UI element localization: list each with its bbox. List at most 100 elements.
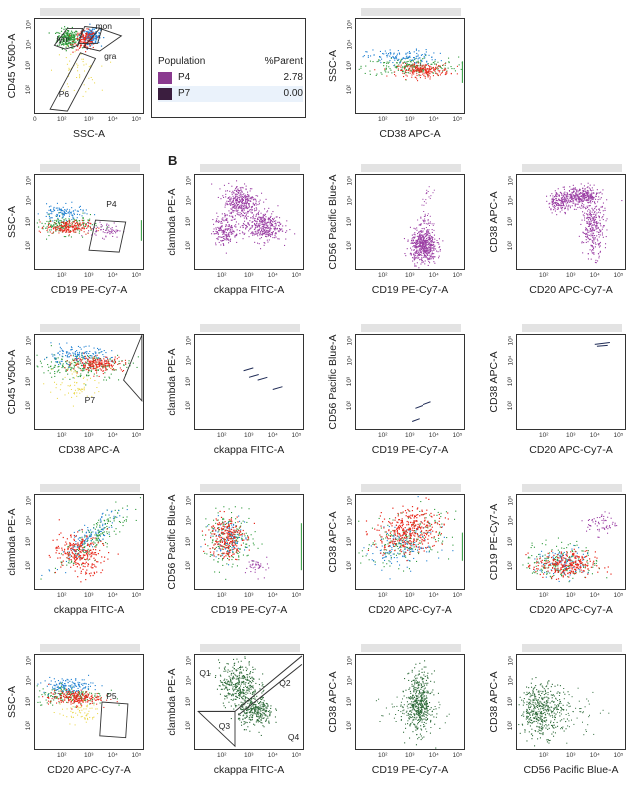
plot-area[interactable] (194, 174, 304, 270)
event-dot (579, 198, 581, 200)
event-dot (555, 201, 557, 203)
event-dot (77, 546, 79, 548)
event-dot (583, 185, 585, 187)
gate-p4[interactable] (88, 219, 127, 253)
event-dot (423, 249, 425, 251)
event-dot (414, 252, 416, 254)
event-dot (418, 75, 420, 77)
event-dot (108, 376, 110, 378)
gate-gra[interactable] (82, 27, 123, 52)
event-dot (377, 60, 379, 62)
event-dot (373, 54, 375, 56)
event-dot (55, 207, 57, 209)
event-dot (239, 226, 241, 228)
event-dot (425, 202, 427, 204)
event-dot (218, 229, 220, 231)
event-dot (225, 252, 227, 254)
event-dot (103, 531, 105, 533)
plot-area[interactable] (516, 334, 626, 430)
event-dot (435, 63, 437, 65)
event-dot (97, 364, 99, 366)
event-dot (413, 236, 415, 238)
event-dot (258, 230, 260, 232)
event-dot (96, 35, 98, 37)
event-dot (573, 208, 575, 210)
event-dot (431, 239, 433, 241)
y-tick-label: 10⁵ (185, 175, 193, 186)
plot-area[interactable] (355, 18, 465, 114)
event-dot (94, 546, 96, 548)
event-dot (91, 35, 93, 37)
event-dot (98, 534, 100, 536)
event-dot (68, 551, 70, 553)
event-dot (50, 365, 52, 367)
event-dot (100, 29, 102, 31)
event-dot (226, 234, 228, 236)
event-dot (61, 41, 64, 43)
event-dot (436, 250, 438, 252)
y-tick-label: 10⁵ (25, 335, 33, 346)
gate-p6[interactable] (49, 52, 97, 112)
event-dot (261, 230, 263, 232)
event-dot (589, 194, 591, 196)
event-dot (438, 257, 440, 259)
event-dot (82, 549, 84, 551)
event-dot (50, 224, 52, 226)
plot-area[interactable] (355, 334, 465, 430)
plot-title-bar (361, 324, 461, 332)
event-dot (58, 212, 60, 214)
event-dot (51, 353, 53, 355)
event-dot (591, 252, 593, 254)
event-dot (589, 196, 591, 198)
event-dot (574, 188, 576, 190)
event-dot (580, 223, 582, 225)
event-dot (593, 217, 595, 219)
event-dot (68, 352, 70, 354)
event-dot (428, 70, 430, 72)
event-dot (596, 209, 598, 211)
event-dot (231, 192, 233, 194)
event-dot (249, 206, 251, 208)
event-dot (70, 43, 72, 46)
facs-plot-r3c1: 10² 10² 10³ 10³ 10⁴ 10⁴ 10⁵ 10⁵ CD45 V500-A CD38 … (0, 320, 148, 468)
event-dot (434, 262, 436, 264)
event-dot (65, 229, 67, 231)
event-dot (429, 66, 431, 68)
event-dot (119, 230, 121, 232)
event-dot (39, 360, 41, 362)
event-dot (79, 558, 81, 560)
event-dot (398, 65, 400, 67)
event-dot (54, 572, 56, 574)
event-dot (594, 222, 596, 224)
event-dot (413, 73, 415, 75)
event-dot (264, 242, 266, 244)
event-dot (573, 191, 575, 193)
event-dot (79, 356, 81, 358)
gate-p7[interactable] (123, 334, 143, 402)
event-dot (61, 355, 63, 357)
plot-area[interactable] (194, 334, 304, 430)
event-dot (73, 212, 75, 214)
event-dot (220, 236, 222, 238)
event-dot (568, 199, 570, 201)
event-dot (421, 235, 423, 237)
event-dot (51, 369, 53, 371)
event-dot (101, 65, 103, 67)
event-dot (105, 368, 107, 370)
event-dot (221, 213, 223, 215)
plot-area[interactable] (516, 174, 626, 270)
event-dot (593, 224, 595, 226)
event-dot (228, 228, 230, 230)
event-dot (428, 246, 430, 248)
event-dot (60, 363, 62, 365)
event-dot (71, 26, 73, 29)
event-dot (574, 193, 576, 195)
event-dot (432, 255, 434, 257)
event-dot (119, 521, 121, 523)
event-dot (413, 254, 415, 256)
event-dot (426, 237, 428, 239)
event-dot (266, 230, 268, 232)
event-dot (95, 366, 97, 368)
event-dot (586, 236, 588, 238)
gate-mon[interactable] (77, 26, 103, 44)
